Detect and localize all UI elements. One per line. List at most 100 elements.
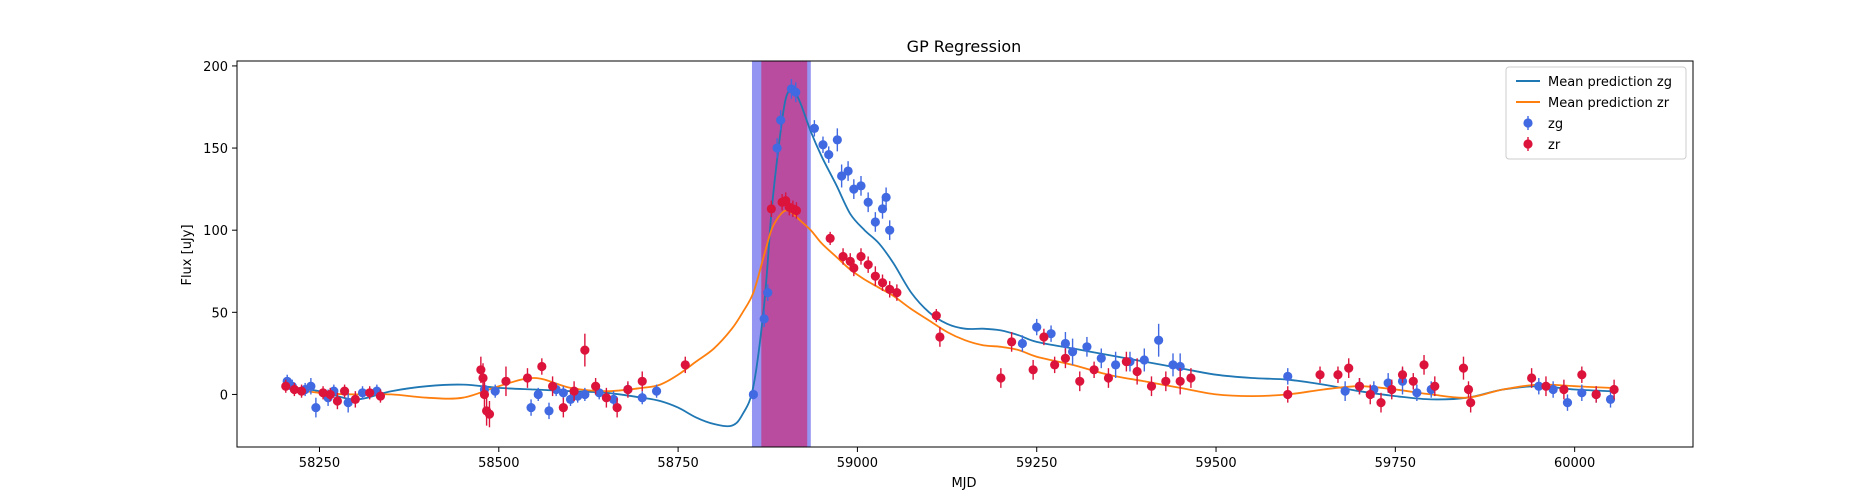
data-point-zr	[1609, 384, 1619, 395]
data-point-zr	[935, 332, 945, 342]
data-point-zr	[478, 373, 488, 383]
data-point-zg	[1168, 360, 1178, 370]
data-point-zg	[809, 123, 819, 133]
data-point-zg	[311, 402, 321, 413]
data-point-zr	[1333, 370, 1343, 380]
legend-entry-zr: zr	[1523, 137, 1561, 153]
data-point-zr	[1103, 373, 1114, 383]
data-point-zr	[870, 271, 880, 281]
data-point-zr	[601, 393, 611, 403]
data-point-zg	[565, 394, 576, 404]
data-point-zg	[651, 386, 662, 396]
x-tick-label: 59250	[1016, 456, 1057, 471]
legend-entry-zg: zg	[1523, 116, 1563, 132]
legend-label: zr	[1548, 138, 1561, 153]
observation-points	[281, 79, 1619, 428]
data-point-zr	[1387, 384, 1397, 395]
data-point-zg	[1283, 371, 1293, 381]
data-point-zr	[569, 386, 579, 396]
legend-label: zg	[1548, 117, 1563, 132]
data-point-zr	[1315, 370, 1325, 380]
data-point-zg	[1577, 388, 1587, 398]
data-point-zr	[825, 233, 835, 243]
y-tick-label: 0	[220, 388, 228, 403]
x-tick-label: 59750	[1375, 456, 1416, 471]
data-point-zr	[1458, 363, 1469, 373]
data-point-zr	[1376, 398, 1386, 408]
data-point-zr	[1146, 381, 1157, 391]
data-point-zg	[544, 406, 554, 416]
y-tick-label: 200	[203, 60, 228, 75]
legend-swatch	[1523, 139, 1533, 149]
data-point-zg	[837, 171, 847, 181]
data-point-zr	[931, 310, 941, 321]
data-point-zr	[1028, 365, 1038, 375]
data-point-zg	[776, 115, 786, 125]
x-tick-label: 60000	[1554, 456, 1595, 471]
data-point-zg	[608, 394, 619, 404]
data-point-zg	[824, 150, 834, 160]
data-point-zr	[623, 384, 633, 395]
data-point-zr	[375, 391, 386, 401]
data-point-zg	[759, 314, 769, 324]
data-point-zg	[637, 393, 647, 403]
data-point-zg	[1032, 322, 1042, 332]
data-point-zr	[332, 396, 343, 406]
data-point-zg	[558, 388, 568, 398]
data-point-zr	[501, 376, 511, 386]
data-point-zr	[1577, 370, 1587, 380]
data-point-zr	[791, 205, 802, 216]
data-point-zr	[1397, 370, 1408, 380]
data-point-zr	[1559, 384, 1569, 395]
legend-swatch	[1523, 118, 1533, 128]
data-point-zg	[1017, 338, 1027, 349]
data-point-zr	[537, 361, 547, 372]
data-point-zr	[1050, 360, 1060, 370]
data-point-zr	[1089, 365, 1099, 375]
data-point-zg	[877, 204, 888, 214]
data-point-zr	[1075, 376, 1085, 386]
data-point-zg	[763, 288, 773, 298]
data-point-zg	[1082, 342, 1092, 352]
data-point-zr	[849, 263, 859, 273]
data-point-zg	[791, 87, 801, 97]
data-point-zg	[843, 166, 853, 176]
y-tick-label: 150	[203, 142, 228, 157]
legend-label: Mean prediction zg	[1548, 75, 1672, 90]
data-point-zg	[870, 217, 880, 227]
data-point-zr	[479, 389, 490, 400]
data-point-zr	[476, 365, 486, 375]
chart-title: GP Regression	[907, 37, 1022, 56]
data-point-zg	[863, 197, 873, 207]
data-point-zg	[526, 402, 536, 413]
y-tick-label: 100	[203, 224, 228, 239]
x-tick-label: 59000	[837, 456, 878, 471]
data-point-zr	[1344, 363, 1354, 373]
data-point-zr	[1354, 381, 1365, 391]
data-point-zr	[838, 251, 848, 262]
data-point-zg	[1340, 386, 1350, 396]
data-point-zr	[365, 388, 375, 398]
x-axis-label: MJD	[951, 476, 976, 491]
legend-entry-mean-prediction-zg: Mean prediction zg	[1516, 75, 1672, 90]
data-point-zr	[558, 402, 568, 413]
data-point-zr	[1186, 373, 1196, 383]
data-point-zr	[522, 373, 533, 383]
x-tick-label: 59500	[1195, 456, 1236, 471]
data-point-zr	[637, 376, 647, 386]
data-point-zr	[1161, 376, 1171, 386]
data-point-zr	[350, 394, 360, 404]
data-point-zg	[881, 192, 891, 202]
data-point-zr	[1591, 389, 1601, 400]
data-point-zg	[748, 389, 759, 400]
data-point-zr	[1408, 376, 1418, 386]
data-point-zg	[1139, 355, 1149, 365]
data-point-zr	[281, 381, 291, 391]
y-axis-ticks: 0 50 100 150 200	[203, 60, 237, 403]
data-point-zg	[1154, 335, 1164, 345]
data-point-zg	[1548, 384, 1558, 395]
data-point-zg	[1096, 353, 1106, 363]
x-tick-label: 58750	[657, 456, 698, 471]
data-point-zg	[1562, 398, 1573, 408]
